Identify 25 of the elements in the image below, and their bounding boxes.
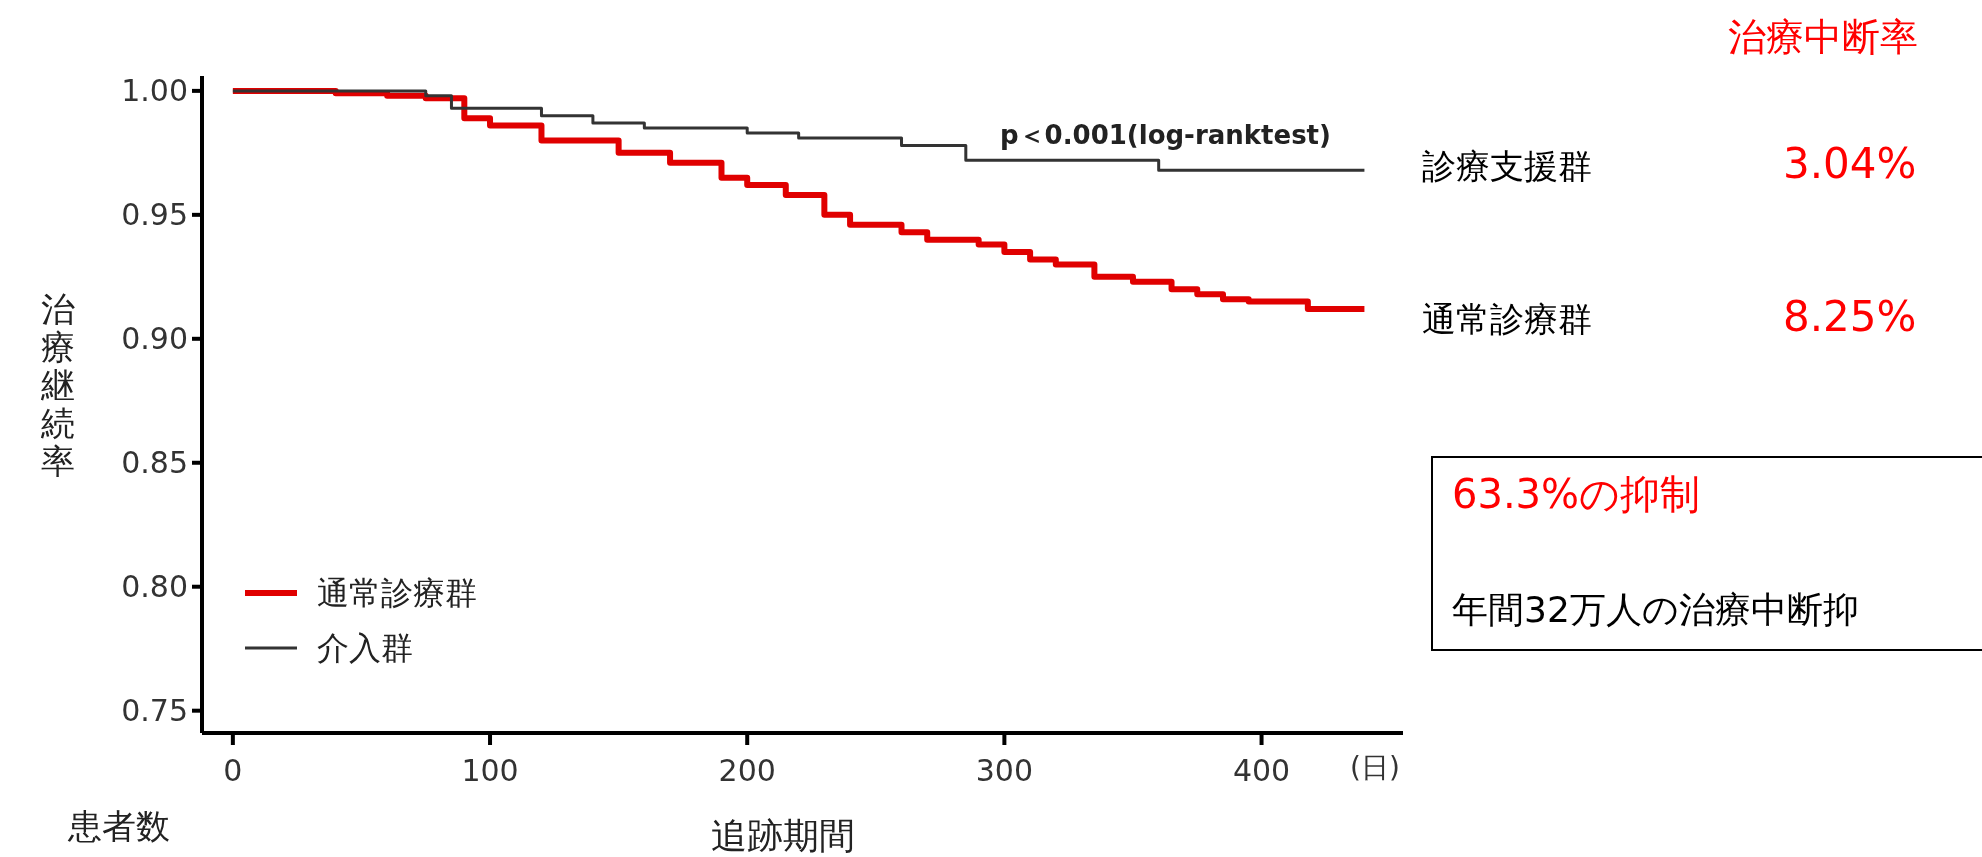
text: 通常診療群 — [1422, 299, 1592, 339]
x-tick-label: 300 — [975, 753, 1034, 788]
x-tick-label: 0 — [223, 753, 243, 788]
y-tick-label: 0.95 — [121, 197, 188, 233]
y-tick-label: 1.00 — [121, 73, 188, 109]
legend-label: 介入群 — [317, 629, 413, 667]
text: 診療支援群 — [1422, 146, 1592, 186]
text: 3.04% — [1783, 139, 1917, 188]
y-tick-label: 0.75 — [121, 693, 188, 729]
text: 患者数 — [67, 806, 170, 846]
text: 治療中断率 — [1728, 15, 1918, 59]
text: 63.3%の抑制 — [1452, 471, 1701, 517]
legend-label: 通常診療群 — [317, 574, 477, 612]
y-tick-label: 0.85 — [121, 445, 188, 481]
text: 8.25% — [1783, 292, 1917, 341]
y-axis-title: 治療継続率 — [40, 288, 75, 481]
x-tick-label: 100 — [461, 753, 519, 788]
annotation: p＜0.001(log-ranktest) — [1000, 120, 1331, 150]
text: 年間32万人の治療中断抑 — [1452, 589, 1859, 630]
y-tick-label: 0.80 — [121, 569, 188, 605]
x-tick-label: 200 — [718, 753, 776, 788]
x-axis-title: 追跡期間 — [710, 815, 855, 856]
text: (日) — [1350, 751, 1400, 784]
x-tick-label: 400 — [1232, 753, 1291, 788]
y-tick-label: 0.90 — [121, 321, 188, 357]
